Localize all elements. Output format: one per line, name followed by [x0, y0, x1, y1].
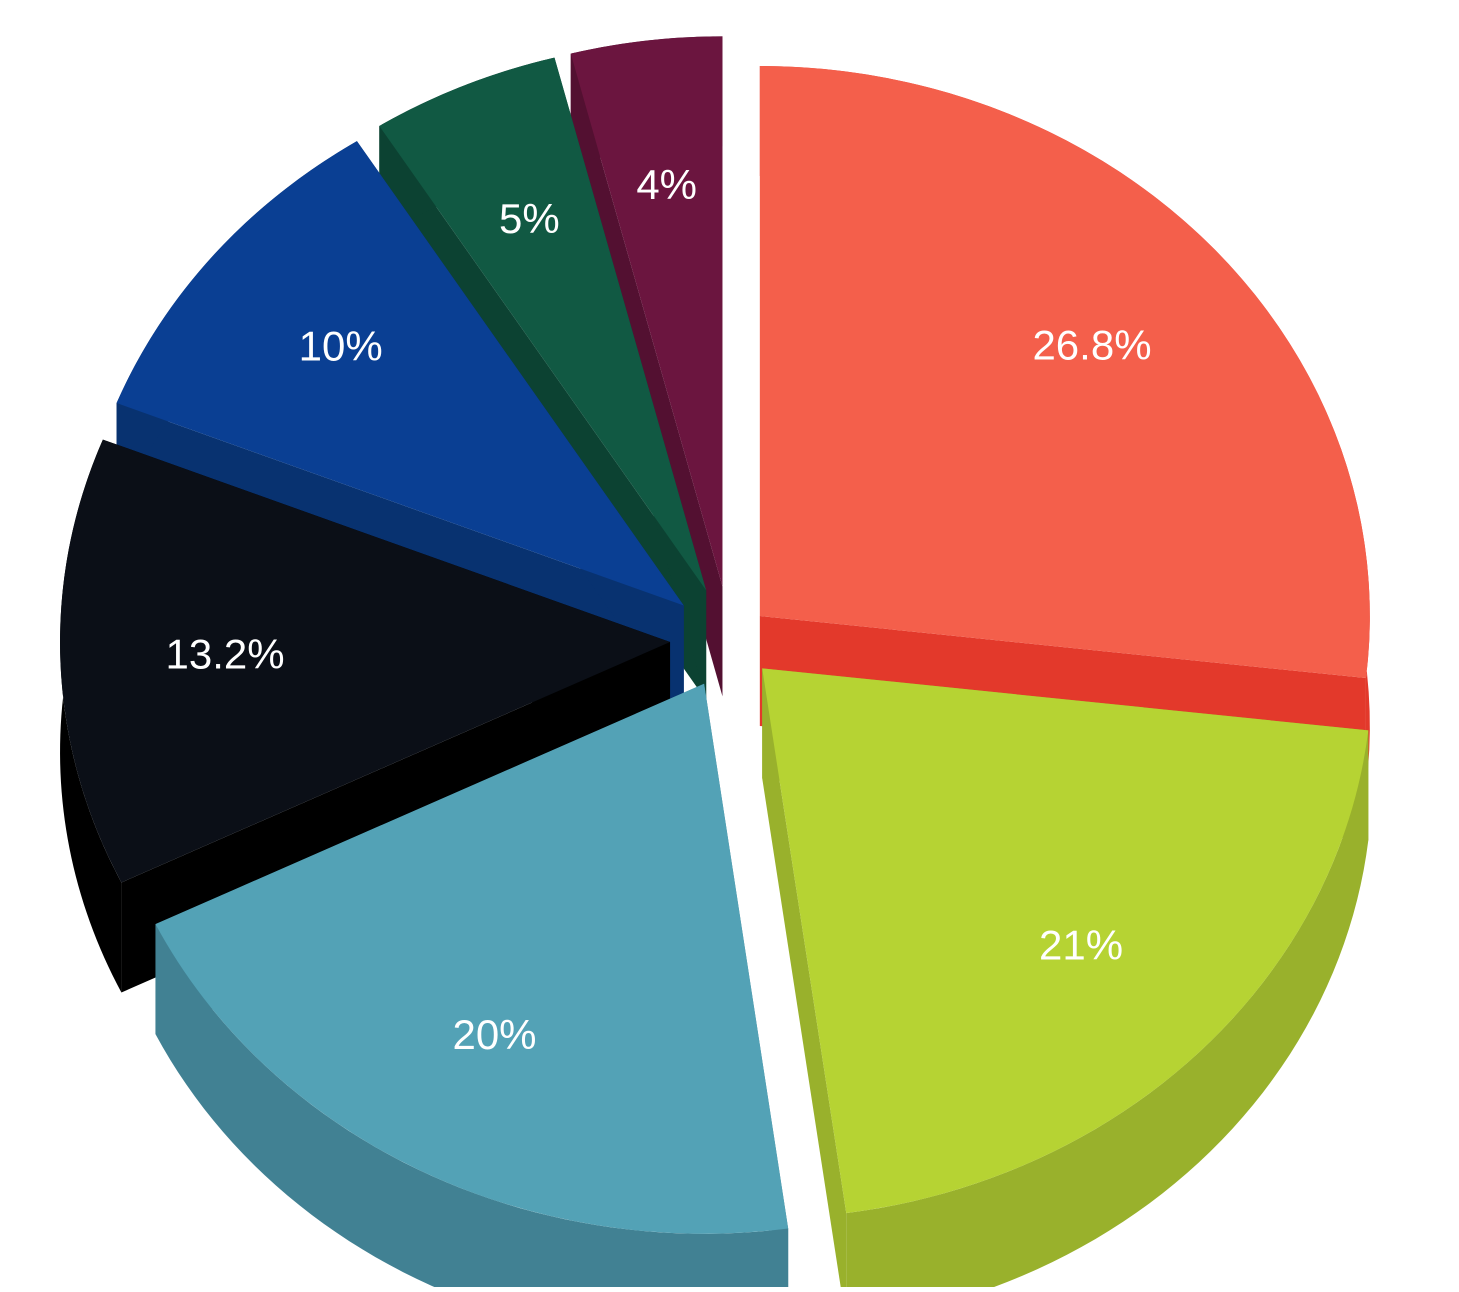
- pie-slice-top: [155, 683, 789, 1234]
- pie-slice: [155, 683, 789, 1292]
- pie-slice-top: [116, 141, 684, 606]
- slice-data-label: 21%: [1039, 922, 1123, 969]
- slice-data-label: 5%: [499, 195, 560, 242]
- pie-slice-top: [379, 57, 707, 591]
- pie-slice-side: [846, 730, 1369, 1292]
- pie-slice-top: [570, 36, 723, 587]
- slice-data-label: 20%: [452, 1011, 536, 1058]
- pie-slice-side: [155, 924, 789, 1292]
- slice-data-label: 26.8%: [1032, 322, 1151, 369]
- slice-data-label: 13.2%: [166, 630, 285, 677]
- pie-slice-top: [762, 668, 1369, 1214]
- pie-slice: [762, 668, 1369, 1292]
- slice-data-label: 4%: [636, 161, 697, 208]
- pie-slice-top: [759, 65, 1370, 679]
- pie-slice-wall: [762, 668, 847, 1292]
- pie-slice-top: [60, 439, 671, 883]
- slice-data-label: 10%: [299, 323, 383, 370]
